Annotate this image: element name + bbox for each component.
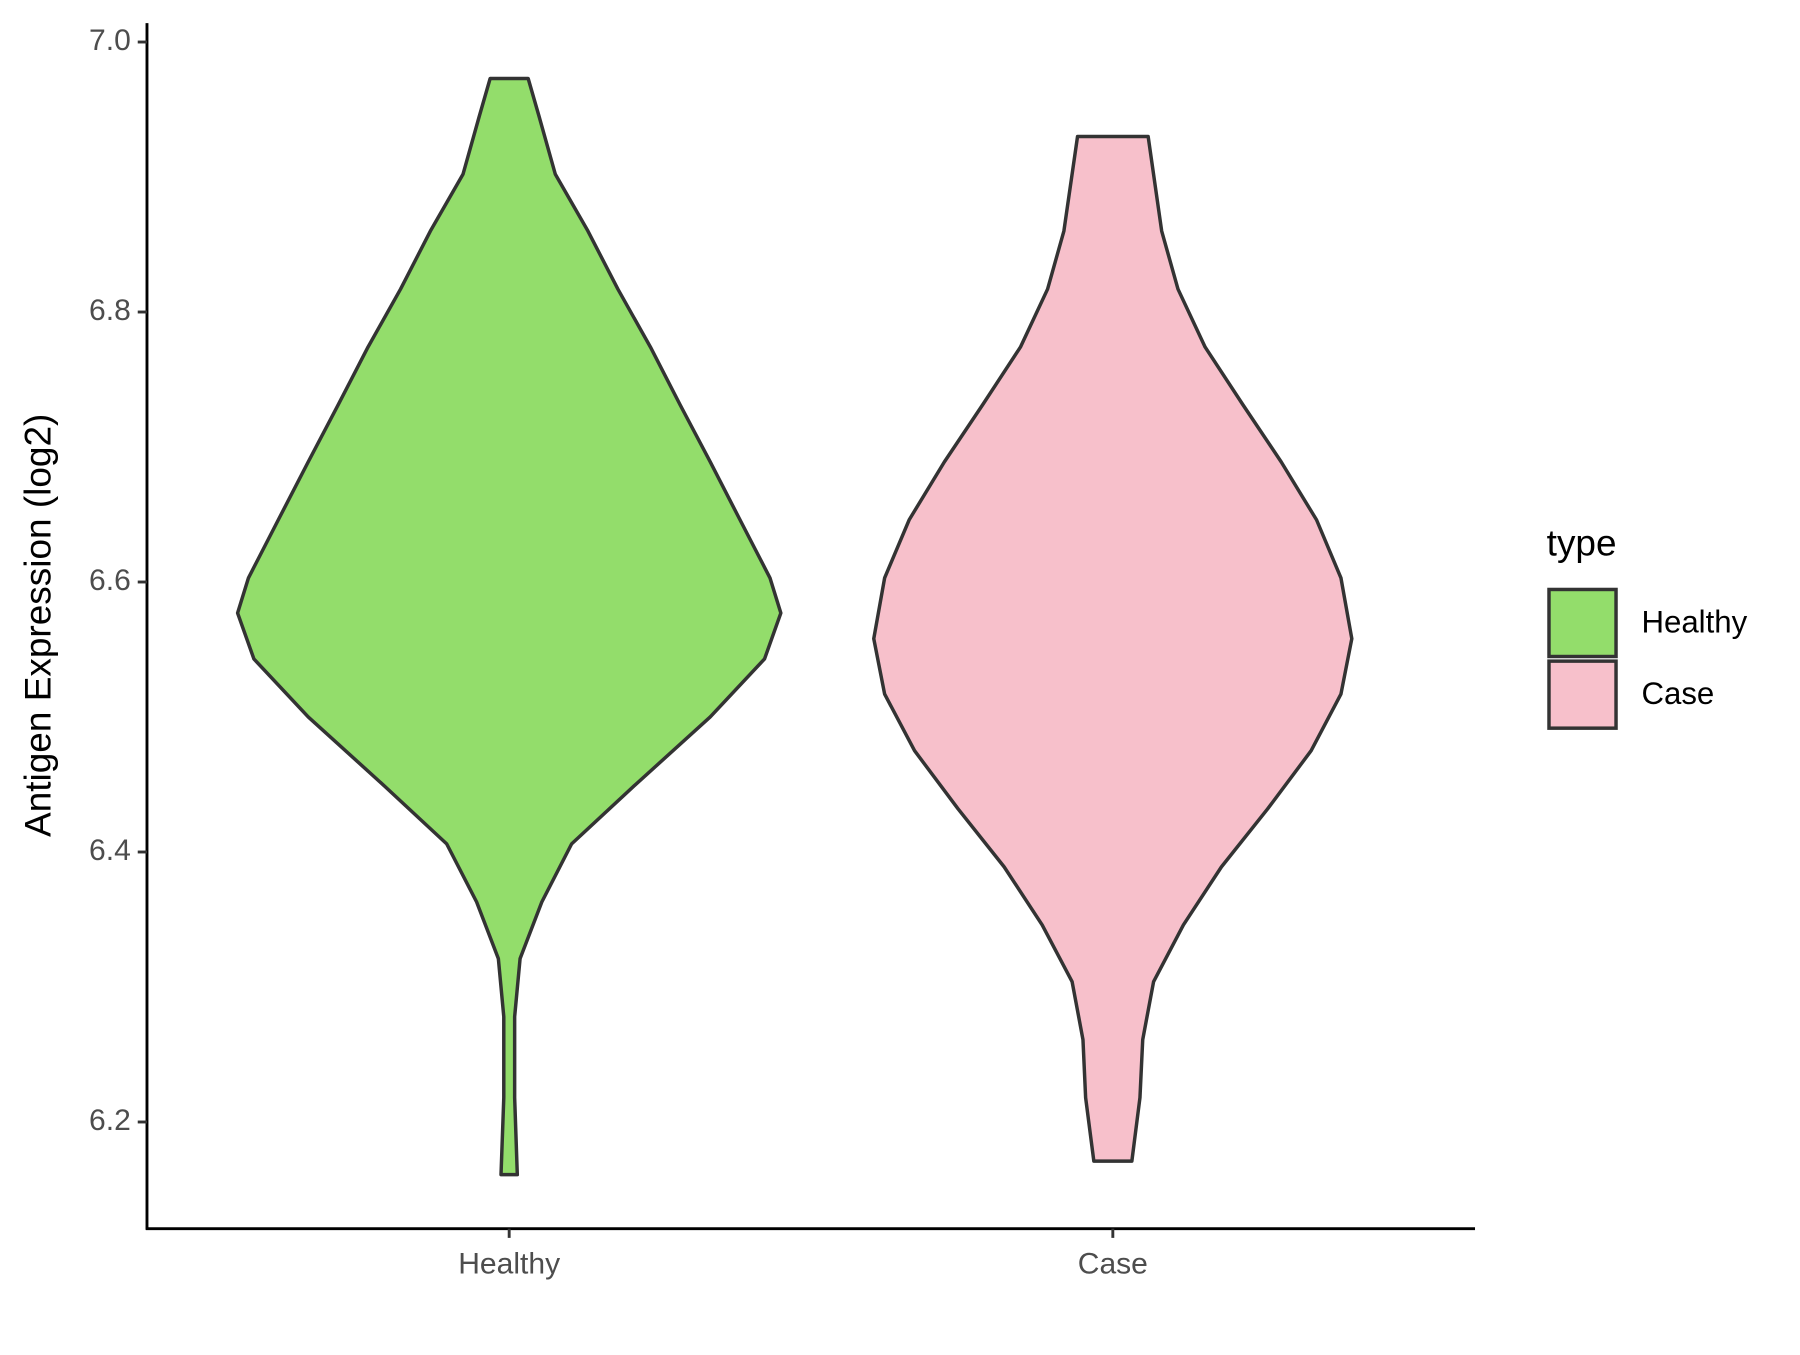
legend-key	[1547, 587, 1618, 659]
violin	[235, 76, 783, 1177]
y-axis-label: Antigen Expression (log2)	[17, 414, 58, 837]
y-tick-label: 6.6	[89, 564, 131, 597]
y-tick-label: 6.8	[89, 294, 131, 327]
legend-key	[1547, 659, 1618, 730]
y-tick-label: 6.2	[89, 1104, 131, 1137]
legend-label: Healthy	[1641, 604, 1747, 639]
y-tick-label: 6.4	[89, 834, 131, 867]
y-tick-label: 7.0	[89, 24, 131, 57]
violin	[872, 134, 1354, 1163]
x-tick-label: Healthy	[458, 1248, 560, 1281]
x-tick-label: Case	[1078, 1248, 1148, 1281]
legend-title: type	[1547, 522, 1617, 563]
legend-label: Case	[1641, 676, 1714, 711]
